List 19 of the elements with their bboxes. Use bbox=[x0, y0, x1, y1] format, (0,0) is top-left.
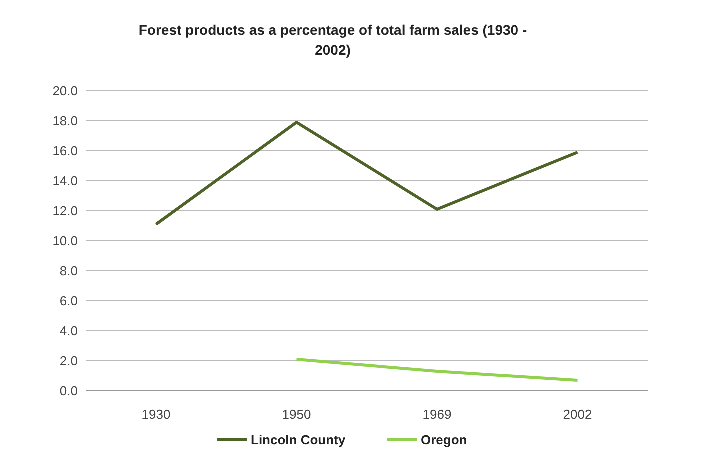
legend-label: Lincoln County bbox=[251, 432, 346, 448]
y-tick-label: 18.0 bbox=[52, 114, 78, 129]
x-tick-label: 1950 bbox=[282, 407, 312, 422]
y-tick-label: 14.0 bbox=[52, 174, 78, 189]
x-tick-label: 1969 bbox=[422, 407, 452, 422]
y-tick-label: 0.0 bbox=[60, 384, 78, 399]
line-series bbox=[154, 121, 580, 226]
y-tick-label: 10.0 bbox=[52, 234, 78, 249]
chart-title: Forest products as a percentage of total farm sales (1930 - 2002) bbox=[138, 22, 528, 58]
y-tick-label: 20.0 bbox=[52, 84, 78, 99]
y-tick-label: 4.0 bbox=[60, 324, 78, 339]
y-tick-label: 16.0 bbox=[52, 144, 78, 159]
y-tick-label: 12.0 bbox=[52, 204, 78, 219]
legend-label: Oregon bbox=[421, 432, 468, 448]
y-tick-label: 2.0 bbox=[60, 354, 78, 369]
x-tick-label: 1930 bbox=[142, 407, 171, 422]
x-tick-label: 2002 bbox=[563, 407, 592, 422]
y-tick-label: 6.0 bbox=[60, 294, 78, 309]
y-tick-label: 8.0 bbox=[60, 264, 78, 279]
